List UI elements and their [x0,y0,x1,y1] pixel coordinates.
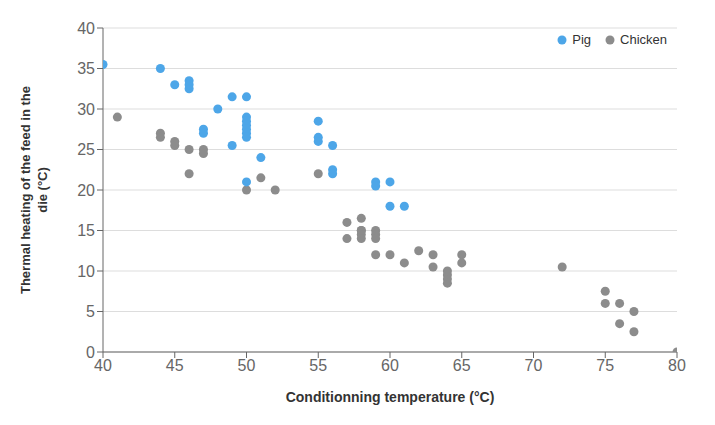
svg-text:80: 80 [668,357,686,374]
svg-text:50: 50 [238,357,256,374]
svg-text:Thermal heating of the feed in: Thermal heating of the feed in thedie (°… [18,86,50,294]
svg-text:30: 30 [77,101,95,118]
svg-text:Conditionning temperature (°C): Conditionning temperature (°C) [286,389,495,405]
html-text:Pig: Pig [572,32,591,47]
svg-text:25: 25 [77,141,95,158]
svg-text:65: 65 [453,357,471,374]
svg-text:45: 45 [166,357,184,374]
svg-text:10: 10 [77,263,95,280]
html-text:Chicken: Chicken [620,32,667,47]
svg-text:40: 40 [77,20,95,37]
svg-text:15: 15 [77,222,95,239]
svg-text:35: 35 [77,60,95,77]
svg-text:75: 75 [596,357,614,374]
svg-text:55: 55 [309,357,327,374]
svg-text:20: 20 [77,182,95,199]
svg-text:40: 40 [94,357,112,374]
svg-text:60: 60 [381,357,399,374]
svg-text:0: 0 [86,344,95,361]
svg-text:70: 70 [525,357,543,374]
svg-text:5: 5 [86,303,95,320]
